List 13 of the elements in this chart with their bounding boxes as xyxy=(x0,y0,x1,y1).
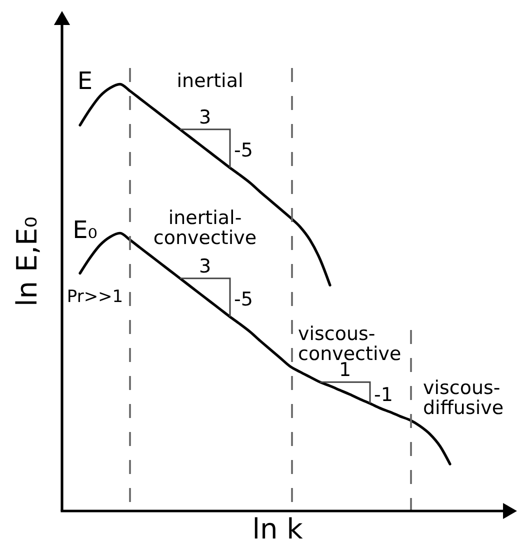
annotation: 3 xyxy=(198,106,212,128)
x-axis-title: ln k xyxy=(252,512,304,543)
series-label: E₀ xyxy=(72,216,98,244)
annotation: Pr>>1 xyxy=(66,287,124,307)
annotation: viscous- diffusive xyxy=(423,377,504,419)
annotation: inertial- convective xyxy=(153,207,257,249)
series-label: E xyxy=(77,67,93,96)
annotation: 3 xyxy=(198,255,212,278)
annotation: inertial xyxy=(176,70,244,92)
annotation: -5 xyxy=(234,288,253,311)
annotation: -5 xyxy=(234,140,253,162)
y-axis-title: ln E,E₀ xyxy=(10,216,44,306)
annotation: -1 xyxy=(374,384,393,406)
